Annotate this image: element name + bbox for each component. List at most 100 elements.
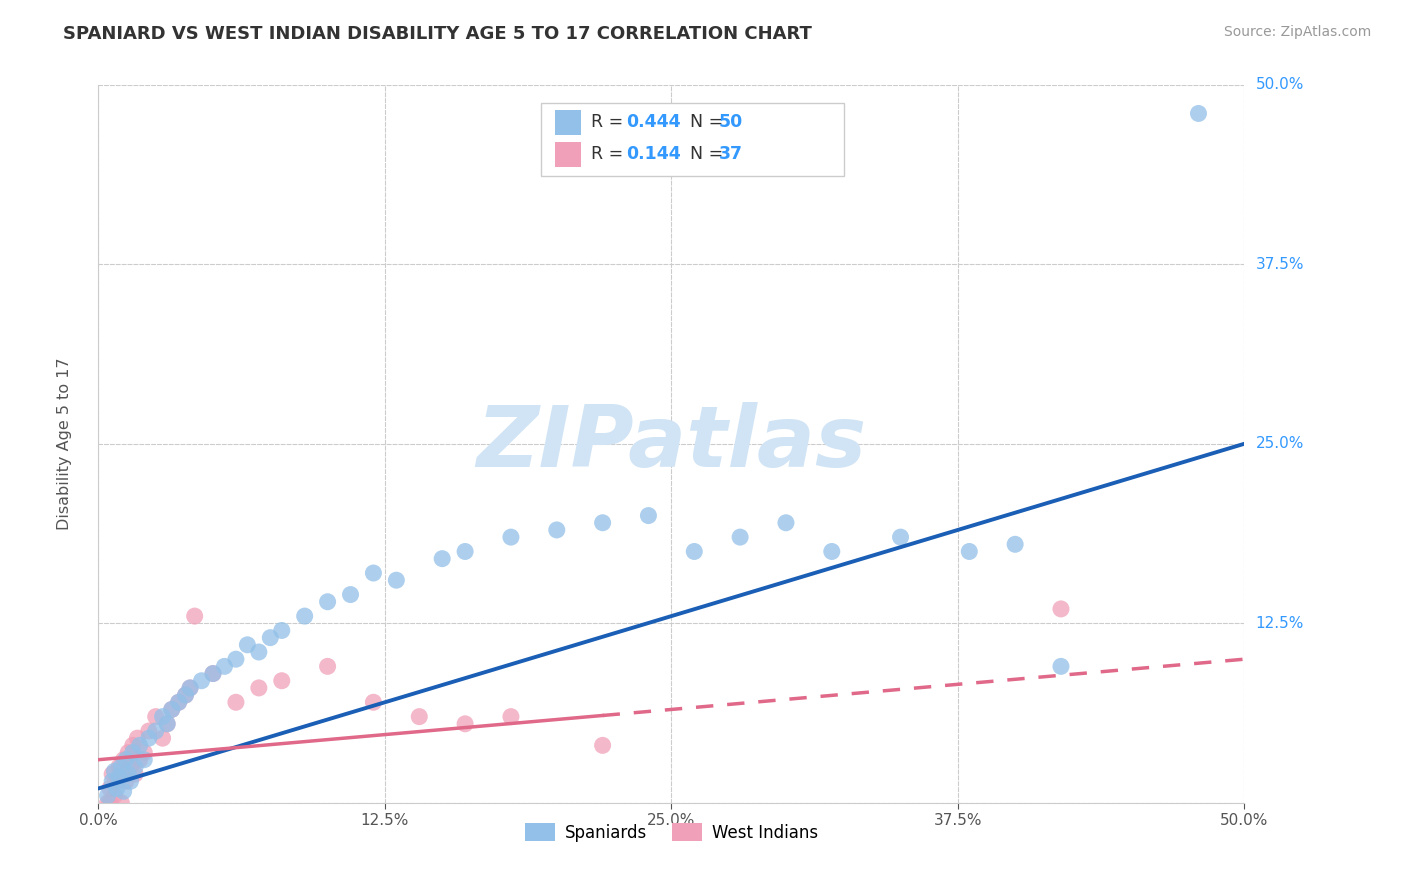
- Point: [775, 516, 797, 530]
- Point: [247, 681, 270, 695]
- Point: [117, 746, 139, 760]
- Legend: Spaniards, West Indians: Spaniards, West Indians: [517, 817, 825, 848]
- Point: [174, 688, 197, 702]
- Point: [270, 624, 292, 638]
- Point: [546, 523, 568, 537]
- Point: [363, 695, 385, 709]
- Point: [202, 666, 225, 681]
- Text: N =: N =: [679, 113, 728, 131]
- Point: [179, 681, 201, 695]
- Point: [156, 716, 179, 731]
- Point: [121, 739, 143, 753]
- Point: [105, 781, 128, 796]
- Point: [112, 784, 135, 798]
- Point: [112, 753, 135, 767]
- Point: [152, 709, 174, 723]
- Point: [454, 716, 477, 731]
- Point: [108, 760, 131, 774]
- Point: [103, 789, 125, 803]
- Point: [97, 789, 120, 803]
- Point: [957, 544, 980, 558]
- Text: R =: R =: [591, 113, 634, 131]
- Point: [160, 702, 183, 716]
- Point: [105, 774, 128, 789]
- Point: [499, 530, 522, 544]
- Point: [103, 764, 125, 779]
- Point: [316, 595, 339, 609]
- Point: [156, 716, 179, 731]
- Text: 0.444: 0.444: [626, 113, 681, 131]
- Point: [115, 753, 138, 767]
- Text: R =: R =: [591, 145, 634, 163]
- Point: [592, 516, 614, 530]
- Point: [889, 530, 911, 544]
- Point: [683, 544, 706, 558]
- Point: [128, 739, 150, 753]
- Point: [167, 695, 190, 709]
- Point: [174, 688, 197, 702]
- Point: [592, 739, 614, 753]
- Text: 37: 37: [718, 145, 742, 163]
- Point: [190, 673, 212, 688]
- Point: [145, 709, 167, 723]
- Point: [259, 631, 281, 645]
- Point: [1004, 537, 1026, 551]
- Point: [121, 746, 143, 760]
- Point: [115, 774, 138, 789]
- Point: [98, 796, 121, 810]
- Point: [120, 760, 142, 774]
- Point: [363, 566, 385, 580]
- Point: [294, 609, 316, 624]
- Text: ZIPatlas: ZIPatlas: [477, 402, 866, 485]
- Text: 50: 50: [718, 113, 742, 131]
- Point: [117, 767, 139, 781]
- Point: [454, 544, 477, 558]
- Point: [225, 652, 247, 666]
- Point: [385, 573, 408, 587]
- Point: [134, 753, 156, 767]
- Point: [236, 638, 259, 652]
- Point: [138, 724, 160, 739]
- Y-axis label: Disability Age 5 to 17: Disability Age 5 to 17: [58, 358, 72, 530]
- Text: 50.0%: 50.0%: [1256, 78, 1303, 92]
- Point: [138, 731, 160, 746]
- Point: [1050, 602, 1073, 616]
- Point: [499, 709, 522, 723]
- Point: [124, 760, 146, 774]
- Point: [214, 659, 236, 673]
- Text: 37.5%: 37.5%: [1256, 257, 1303, 272]
- Point: [728, 530, 751, 544]
- Point: [430, 551, 453, 566]
- Point: [183, 609, 205, 624]
- Text: 25.0%: 25.0%: [1256, 436, 1303, 451]
- Point: [225, 695, 247, 709]
- Point: [637, 508, 659, 523]
- Point: [339, 588, 361, 602]
- Point: [101, 767, 124, 781]
- Text: N =: N =: [679, 145, 728, 163]
- Point: [160, 702, 183, 716]
- Point: [152, 731, 174, 746]
- Text: 12.5%: 12.5%: [1256, 615, 1303, 631]
- Point: [821, 544, 844, 558]
- Point: [134, 746, 156, 760]
- Point: [247, 645, 270, 659]
- Point: [127, 731, 149, 746]
- Point: [98, 781, 121, 796]
- Point: [202, 666, 225, 681]
- Point: [124, 767, 146, 781]
- Point: [128, 753, 150, 767]
- Point: [97, 796, 120, 810]
- Text: Source: ZipAtlas.com: Source: ZipAtlas.com: [1223, 25, 1371, 39]
- Point: [1050, 659, 1073, 673]
- Text: 0.144: 0.144: [626, 145, 681, 163]
- Point: [167, 695, 190, 709]
- Point: [179, 681, 201, 695]
- Text: SPANIARD VS WEST INDIAN DISABILITY AGE 5 TO 17 CORRELATION CHART: SPANIARD VS WEST INDIAN DISABILITY AGE 5…: [63, 25, 813, 43]
- Point: [1187, 106, 1209, 120]
- Point: [408, 709, 430, 723]
- Point: [120, 774, 142, 789]
- Point: [101, 774, 124, 789]
- Point: [110, 796, 132, 810]
- Point: [108, 770, 131, 784]
